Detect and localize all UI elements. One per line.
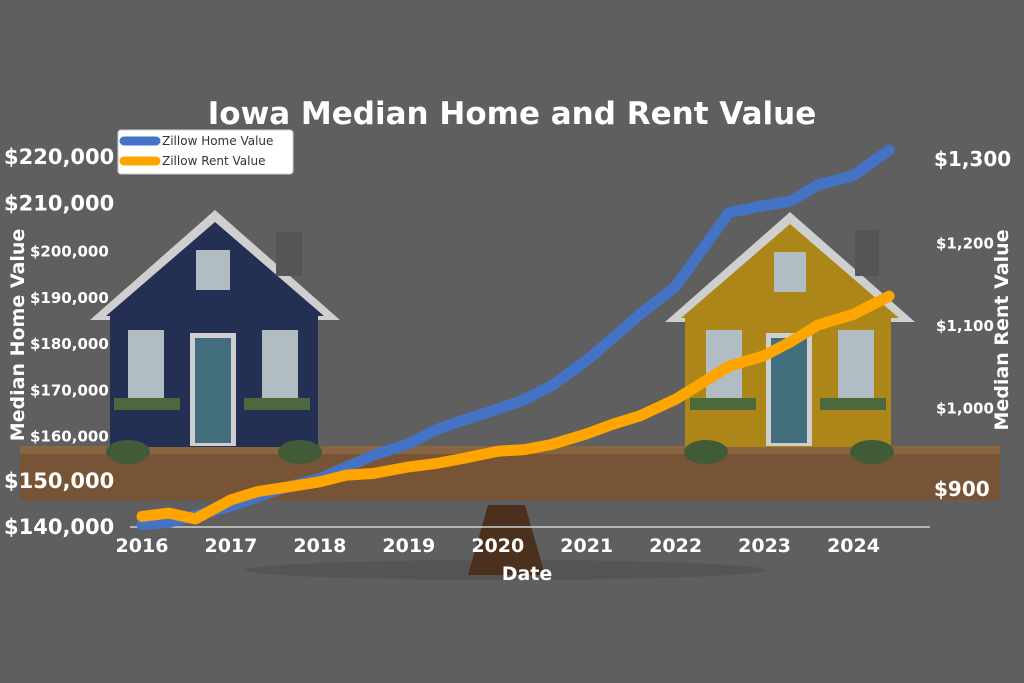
x-tick-labels: 2016 2017 2018 2019 2020 2021 2022 2023 2024	[116, 535, 880, 557]
home-value-point	[585, 359, 588, 362]
home-value-point	[550, 384, 553, 387]
rent-value-point	[585, 432, 588, 435]
rent-value-point	[407, 465, 410, 468]
home-value-point	[434, 428, 437, 431]
home-value-point	[523, 398, 526, 401]
rent-value-point	[496, 450, 499, 453]
y-left-tick-label: $190,000	[30, 289, 109, 307]
y-left-tick-label: $220,000	[4, 145, 114, 169]
rent-value-point	[816, 324, 819, 326]
x-tick-label: 2019	[382, 535, 435, 557]
y-left-axis-label: Median Home Value	[7, 229, 29, 442]
y-left-tick-labels: $140,000 $150,000 $160,000 $170,000 $180,000…	[4, 145, 114, 539]
y-right-tick-label: $900	[934, 477, 990, 501]
x-tick-label: 2022	[649, 535, 702, 557]
x-tick-label: 2021	[560, 535, 613, 557]
rent-value-point	[283, 486, 286, 489]
y-left-tick-label: $200,000	[30, 243, 109, 261]
y-left-tick-label: $140,000	[4, 515, 114, 539]
rent-value-point	[523, 448, 526, 451]
rent-value-point	[434, 462, 437, 465]
scale-fulcrum	[468, 505, 545, 575]
rent-value-point	[141, 515, 143, 518]
y-left-tick-label: $180,000	[30, 335, 109, 353]
rent-value-point	[372, 472, 375, 475]
y-right-tick-label: $1,000	[936, 400, 994, 418]
rent-value-point	[167, 512, 170, 515]
x-tick-label: 2018	[293, 535, 346, 557]
blue-house-icon	[90, 210, 340, 464]
home-value-point	[496, 408, 499, 411]
series-lines	[136, 144, 895, 531]
home-value-point	[852, 174, 855, 177]
y-right-tick-labels: $900 $1,000 $1,100 $1,200 $1,300	[934, 147, 1011, 501]
rent-value-point	[728, 365, 731, 368]
rent-value-line	[136, 290, 895, 525]
home-value-point	[728, 211, 731, 214]
rent-value-point	[550, 443, 553, 446]
yellow-house-icon	[665, 212, 915, 464]
home-value-point	[461, 419, 464, 422]
home-value-point	[612, 336, 615, 339]
legend-label-rent: Zillow Rent Value	[162, 154, 265, 168]
rent-value-point	[229, 498, 232, 501]
home-value-point	[167, 521, 170, 524]
y-left-tick-label: $160,000	[30, 428, 109, 446]
x-tick-label: 2024	[827, 535, 880, 557]
y-left-tick-label: $210,000	[4, 191, 114, 215]
legend-label-home: Zillow Home Value	[162, 134, 273, 148]
home-value-point	[345, 465, 348, 468]
chart-title: Iowa Median Home and Rent Value	[208, 96, 817, 132]
home-value-point	[674, 285, 677, 288]
legend-box	[117, 129, 294, 175]
rent-value-point	[345, 474, 348, 477]
y-right-axis-label: Median Rent Value	[991, 229, 1013, 430]
home-value-point	[407, 442, 410, 445]
x-tick-label: 2016	[116, 535, 169, 557]
home-value-point	[372, 454, 375, 457]
home-value-point	[639, 313, 642, 316]
rent-value-point	[639, 414, 642, 417]
rent-value-point	[701, 381, 704, 384]
home-value-point	[701, 248, 704, 251]
rent-value-point	[888, 295, 891, 298]
rent-value-point	[790, 340, 793, 343]
rent-value-point	[461, 457, 464, 460]
legend: Zillow Home Value Zillow Rent Value	[117, 129, 294, 175]
rent-value-point	[674, 398, 677, 401]
rent-value-point	[852, 313, 855, 316]
home-value-point	[790, 199, 793, 202]
rent-value-point	[763, 354, 766, 357]
x-tick-label: 2017	[204, 535, 257, 557]
x-axis-label: Date	[502, 563, 553, 585]
rent-value-point	[318, 480, 321, 483]
x-tick-label: 2023	[738, 535, 791, 557]
home-value-point	[141, 523, 143, 526]
rent-value-point	[612, 423, 615, 425]
y-right-tick-label: $1,300	[934, 147, 1011, 171]
y-right-tick-label: $1,200	[936, 235, 994, 253]
rent-value-point	[256, 490, 259, 493]
rent-value-point	[194, 517, 197, 520]
y-left-tick-label: $150,000	[4, 469, 114, 493]
x-tick-label: 2020	[471, 535, 524, 557]
home-value-point	[763, 204, 766, 207]
y-right-tick-label: $1,100	[936, 317, 994, 335]
home-value-point	[888, 149, 891, 152]
y-left-tick-label: $170,000	[30, 381, 109, 399]
home-value-point	[816, 183, 819, 186]
